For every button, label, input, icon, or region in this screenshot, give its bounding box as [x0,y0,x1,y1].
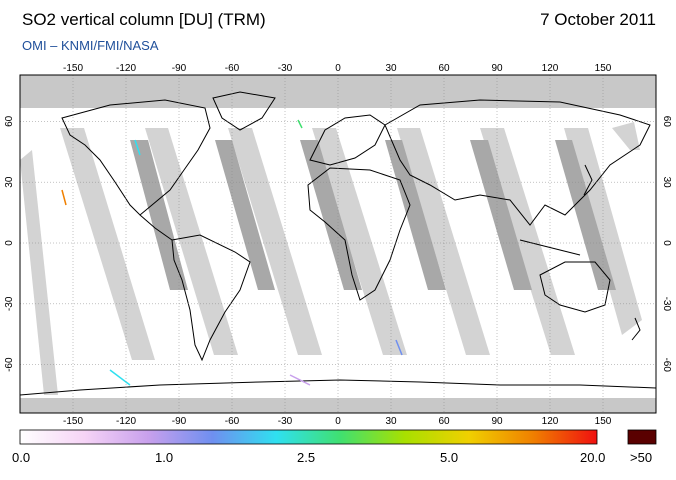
latitude-ticks-left: 60 30 0 -30 -60 [4,115,15,372]
longitude-ticks-top: -150 -120 -90 -60 -30 0 30 60 90 120 150 [63,63,612,74]
lon-tick-label: -150 [63,416,83,427]
lon-tick-label: -120 [116,416,136,427]
lon-tick-label: -150 [63,63,83,74]
lon-tick-label: 90 [491,416,503,427]
colorbar-label: 5.0 [440,450,459,465]
latitude-ticks-right: 60 30 0 -30 -60 [661,116,672,373]
orbit-swath-gaps [20,122,642,395]
arctic-nodata-band [20,75,656,108]
lat-tick-label: 30 [4,176,15,188]
lon-tick-label: 120 [542,416,559,427]
lat-tick-label: 60 [4,115,15,127]
lat-tick-label: 30 [661,177,672,189]
map-date: 7 October 2011 [540,10,656,29]
lon-tick-label: -90 [172,63,187,74]
lat-tick-label: 60 [661,116,672,128]
lon-tick-label: 60 [438,63,450,74]
lon-tick-label: -90 [172,416,187,427]
lat-tick-label: -60 [4,357,15,372]
lon-tick-label: 30 [385,63,397,74]
lon-tick-label: 90 [491,63,503,74]
lat-tick-label: -30 [4,296,15,311]
longitude-ticks-bottom: -150 -120 -90 -60 -30 0 30 60 90 120 150 [63,416,612,427]
lon-tick-label: -30 [278,416,293,427]
map-title: SO2 vertical column [DU] (TRM) [22,10,266,29]
graticule [20,75,656,413]
lon-tick-label: 150 [595,63,612,74]
lon-tick-label: -60 [225,63,240,74]
lat-tick-label: 0 [661,240,672,246]
lon-tick-label: 0 [335,416,341,427]
lon-tick-label: 60 [438,416,450,427]
coastlines [20,91,656,396]
lat-tick-label: -30 [661,297,672,312]
lat-tick-label: -60 [661,357,672,372]
lon-tick-label: 0 [335,63,341,74]
lon-tick-label: 30 [385,416,397,427]
lat-tick-label: 0 [4,240,15,246]
orbit-overlap-zones [130,140,616,290]
colorbar [19,429,598,445]
lon-tick-label: 120 [542,63,559,74]
lon-tick-label: -120 [116,63,136,74]
colorbar-overflow-label: >50 [630,450,653,465]
colorbar-overflow-box [627,429,657,445]
colorbar-label: 20.0 [580,450,606,465]
colorbar-label: 2.5 [297,450,316,465]
retrieval-noise [61,119,403,386]
lon-tick-label: -60 [225,416,240,427]
credit-line: OMI – KNMI/FMI/NASA [22,38,159,53]
lon-tick-label: 150 [595,416,612,427]
lon-tick-label: -30 [278,63,293,74]
colorbar-label: 0.0 [12,450,31,465]
map-frame [19,74,657,414]
colorbar-label: 1.0 [155,450,174,465]
